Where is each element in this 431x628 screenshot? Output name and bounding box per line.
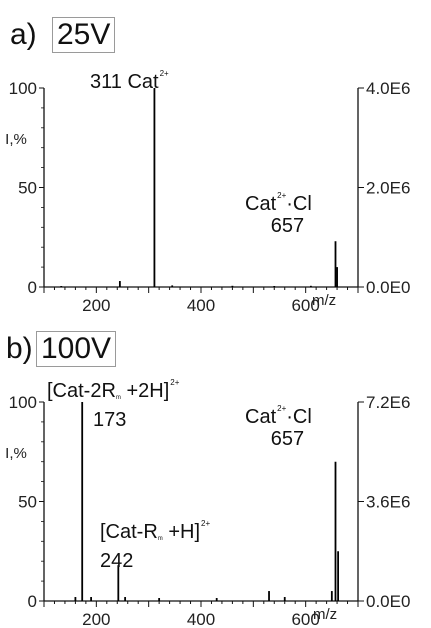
x-tick-label: 600 <box>291 610 319 628</box>
voltage-box: 100V <box>36 331 117 367</box>
peak-annotation-242: [Cat-Rm +H]2+ 242 <box>100 519 211 572</box>
x-tick-label: 600 <box>291 296 319 315</box>
x-tick-label: 400 <box>187 296 215 315</box>
y2-tick-label: 4.0E6 <box>366 79 410 98</box>
peak-annotation-173: [Cat-2Rm +2H]2+ 173 <box>47 378 180 431</box>
peak-annotation-657: Cat2+·Cl 657 <box>245 404 312 450</box>
x-axis-title: m/z <box>312 292 336 309</box>
panel-label: a) <box>10 18 37 51</box>
voltage-box: 25V <box>52 17 116 53</box>
y2-tick-label: 0.0E0 <box>366 592 410 611</box>
x-tick-label: 200 <box>82 610 110 628</box>
panel-label: b) <box>6 332 33 365</box>
peak-annotation-311: 311 Cat2+ <box>90 69 169 93</box>
x-axis-title: m/z <box>313 606 337 623</box>
peak-annotation-657: Cat2+·Cl 657 <box>245 191 312 237</box>
y2-tick-label: 3.6E6 <box>366 493 410 512</box>
y-tick-label: 0 <box>28 278 37 297</box>
y-tick-label: 100 <box>9 393 37 412</box>
y2-tick-label: 2.0E6 <box>366 179 410 198</box>
y2-tick-label: 0.0E0 <box>366 278 410 297</box>
y2-tick-label: 7.2E6 <box>366 393 410 412</box>
x-tick-label: 200 <box>82 296 110 315</box>
y-axis-title: I,% <box>5 445 27 462</box>
spectrum-panel-a: a) 25V 200 400 600 m/z 0 50 100 I,% 0.0E0 2.0E6 4.… <box>0 0 431 315</box>
y-tick-label: 50 <box>18 493 37 512</box>
spectrum-panel-b: b) 100V 200 400 600 m/z 0 50 100 I,% 0.0E0 3.6E6 7… <box>0 318 431 628</box>
y-tick-label: 50 <box>18 179 37 198</box>
y-tick-label: 100 <box>9 79 37 98</box>
y-axis-title: I,% <box>5 131 27 148</box>
y-tick-label: 0 <box>28 592 37 611</box>
x-tick-label: 400 <box>187 610 215 628</box>
